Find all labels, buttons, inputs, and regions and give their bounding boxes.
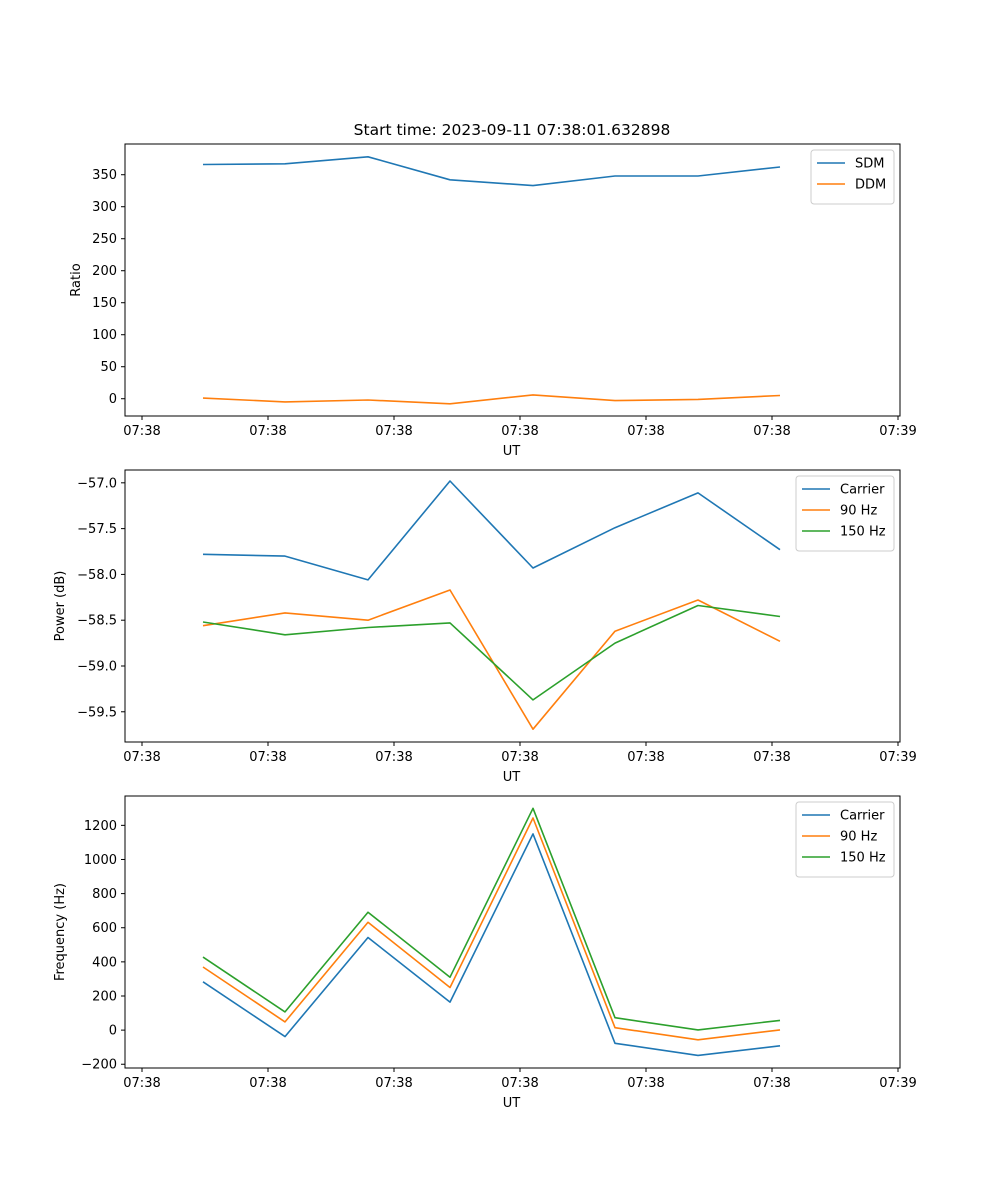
x-tick-label: 07:38 [627,424,664,439]
x-tick-label: 07:38 [501,750,538,765]
x-tick-label: 07:39 [879,424,916,439]
legend-label: 150 Hz [840,851,886,866]
x-tick-label: 07:38 [627,750,664,765]
series-line-sdm [202,156,781,187]
x-tick-label: 07:38 [375,1076,412,1091]
y-tick-label: −200 [81,1058,117,1073]
x-tick-label: 07:38 [375,424,412,439]
x-tick-label: 07:38 [501,424,538,439]
y-tick-label: −57.5 [77,522,117,537]
y-axis-label: Frequency (Hz) [53,883,68,981]
legend: Carrier 90 Hz 150 Hz [795,801,895,878]
x-tick-label: 07:38 [501,1076,538,1091]
legend-label: SDM [855,157,884,172]
series-line-carrier [202,480,781,581]
y-tick-label: −59.0 [77,659,117,674]
x-axis-label: UT [503,770,521,785]
y-tick-label: 350 [92,168,117,183]
y-tick-label: 600 [92,921,117,936]
x-tick-label: 07:39 [879,750,916,765]
panels: 07:38 07:38 07:38 07:38 07:38 07:38 07:39 0 50 10… [53,143,917,1111]
y-tick-label: 200 [92,264,117,279]
x-axis-label: UT [503,1096,521,1111]
figure-title: Start time: 2023-09-11 07:38:01.632898 [354,121,671,139]
legend-label: Carrier [840,483,885,498]
x-tick-label: 07:38 [249,424,286,439]
series-line-90-hz [202,589,781,731]
series-line-ddm [202,394,781,405]
series-line-150-hz [202,807,781,1031]
y-tick-label: 1000 [84,853,117,868]
y-tick-label: 100 [92,328,117,343]
legend: SDM DDM [810,149,895,205]
y-tick-label: 0 [109,1024,117,1039]
y-tick-label: −59.5 [77,705,117,720]
legend-box [795,475,895,552]
x-tick-label: 07:38 [249,750,286,765]
x-tick-label: 07:38 [753,1076,790,1091]
x-tick-label: 07:38 [753,750,790,765]
y-tick-label: 150 [92,296,117,311]
y-tick-label: −58.5 [77,614,117,629]
series-line-carrier [202,833,781,1057]
panel-3: 07:38 07:38 07:38 07:38 07:38 07:38 07:39 −200 0… [53,795,917,1111]
x-tick-label: 07:38 [753,424,790,439]
y-tick-label: −57.0 [77,476,117,491]
x-tick-label: 07:39 [879,1076,916,1091]
legend-box [795,801,895,878]
legend-label: 90 Hz [840,830,877,845]
x-tick-label: 07:38 [375,750,412,765]
y-tick-label: 250 [92,232,117,247]
x-tick-label: 07:38 [123,750,160,765]
y-tick-label: 400 [92,955,117,970]
y-tick-label: 0 [109,392,117,407]
series-line-150-hz [202,604,781,701]
y-tick-label: 50 [100,360,117,375]
x-tick-label: 07:38 [627,1076,664,1091]
y-tick-label: 800 [92,887,117,902]
y-tick-label: 300 [92,200,117,215]
panel-2: 07:38 07:38 07:38 07:38 07:38 07:38 07:39 −59.5… [53,469,917,785]
y-tick-label: −58.0 [77,568,117,583]
series-line-90-hz [202,817,781,1041]
x-axis-label: UT [503,444,521,459]
axes-frame [124,469,901,743]
axes-frame [124,795,901,1069]
x-tick-label: 07:38 [249,1076,286,1091]
legend-label: 90 Hz [840,504,877,519]
x-tick-label: 07:38 [123,424,160,439]
legend-label: DDM [855,178,886,193]
axes-frame [124,143,901,417]
x-tick-label: 07:38 [123,1076,160,1091]
y-axis-label: Power (dB) [53,571,68,642]
legend-label: 150 Hz [840,525,886,540]
legend-label: Carrier [840,809,885,824]
y-tick-label: 1200 [84,819,117,834]
y-tick-label: 200 [92,989,117,1004]
legend: Carrier 90 Hz 150 Hz [795,475,895,552]
y-axis-label: Ratio [69,263,84,296]
panel-1: 07:38 07:38 07:38 07:38 07:38 07:38 07:39 0 50 10… [69,143,917,459]
